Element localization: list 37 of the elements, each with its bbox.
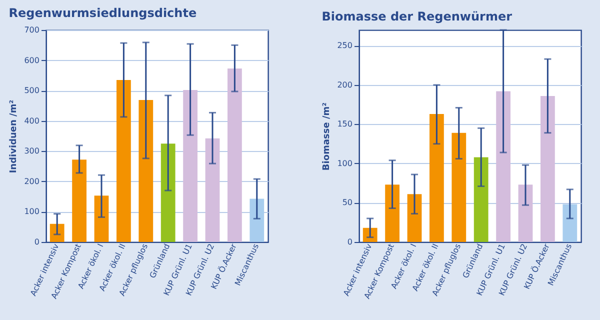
y-tick-label: 250 <box>337 41 352 50</box>
chart-title: Regenwurmsiedlungsdichte <box>8 6 197 20</box>
bar <box>138 100 154 242</box>
y-tick-label: 600 <box>24 56 40 65</box>
bar <box>50 224 64 242</box>
y-tick-label: 300 <box>24 146 40 156</box>
y-tick-label: 200 <box>24 176 40 186</box>
bar <box>205 138 220 242</box>
bar <box>452 132 466 242</box>
y-tick-label: 100 <box>337 158 352 168</box>
y-tick-label: 400 <box>24 116 40 126</box>
bar <box>160 144 176 242</box>
y-tick-label: 50 <box>342 198 352 208</box>
y-axis-title: Individuen /m² <box>9 100 20 174</box>
bar <box>183 90 198 242</box>
bar <box>496 91 510 242</box>
y-tick-label: 200 <box>337 80 352 90</box>
y-tick-label: 500 <box>24 86 40 96</box>
y-axis-title: Biomasse /m² <box>322 102 332 171</box>
bar <box>540 96 555 242</box>
y-tick-label: 700 <box>24 26 40 34</box>
y-tick-label: 0 <box>347 238 352 246</box>
bar <box>228 68 242 242</box>
bar <box>474 157 488 242</box>
bar <box>518 184 533 242</box>
y-tick-label: 0 <box>34 238 40 246</box>
chart-title: Biomasse der Regenwürmer <box>322 9 512 24</box>
bar <box>385 184 400 242</box>
bar <box>430 114 444 242</box>
y-tick-label: 150 <box>337 120 352 129</box>
bar <box>116 80 131 242</box>
bar <box>72 160 86 242</box>
bar <box>94 196 109 242</box>
bar <box>250 198 264 242</box>
y-tick-label: 100 <box>24 207 40 216</box>
bar <box>407 194 422 242</box>
bar <box>562 204 578 242</box>
